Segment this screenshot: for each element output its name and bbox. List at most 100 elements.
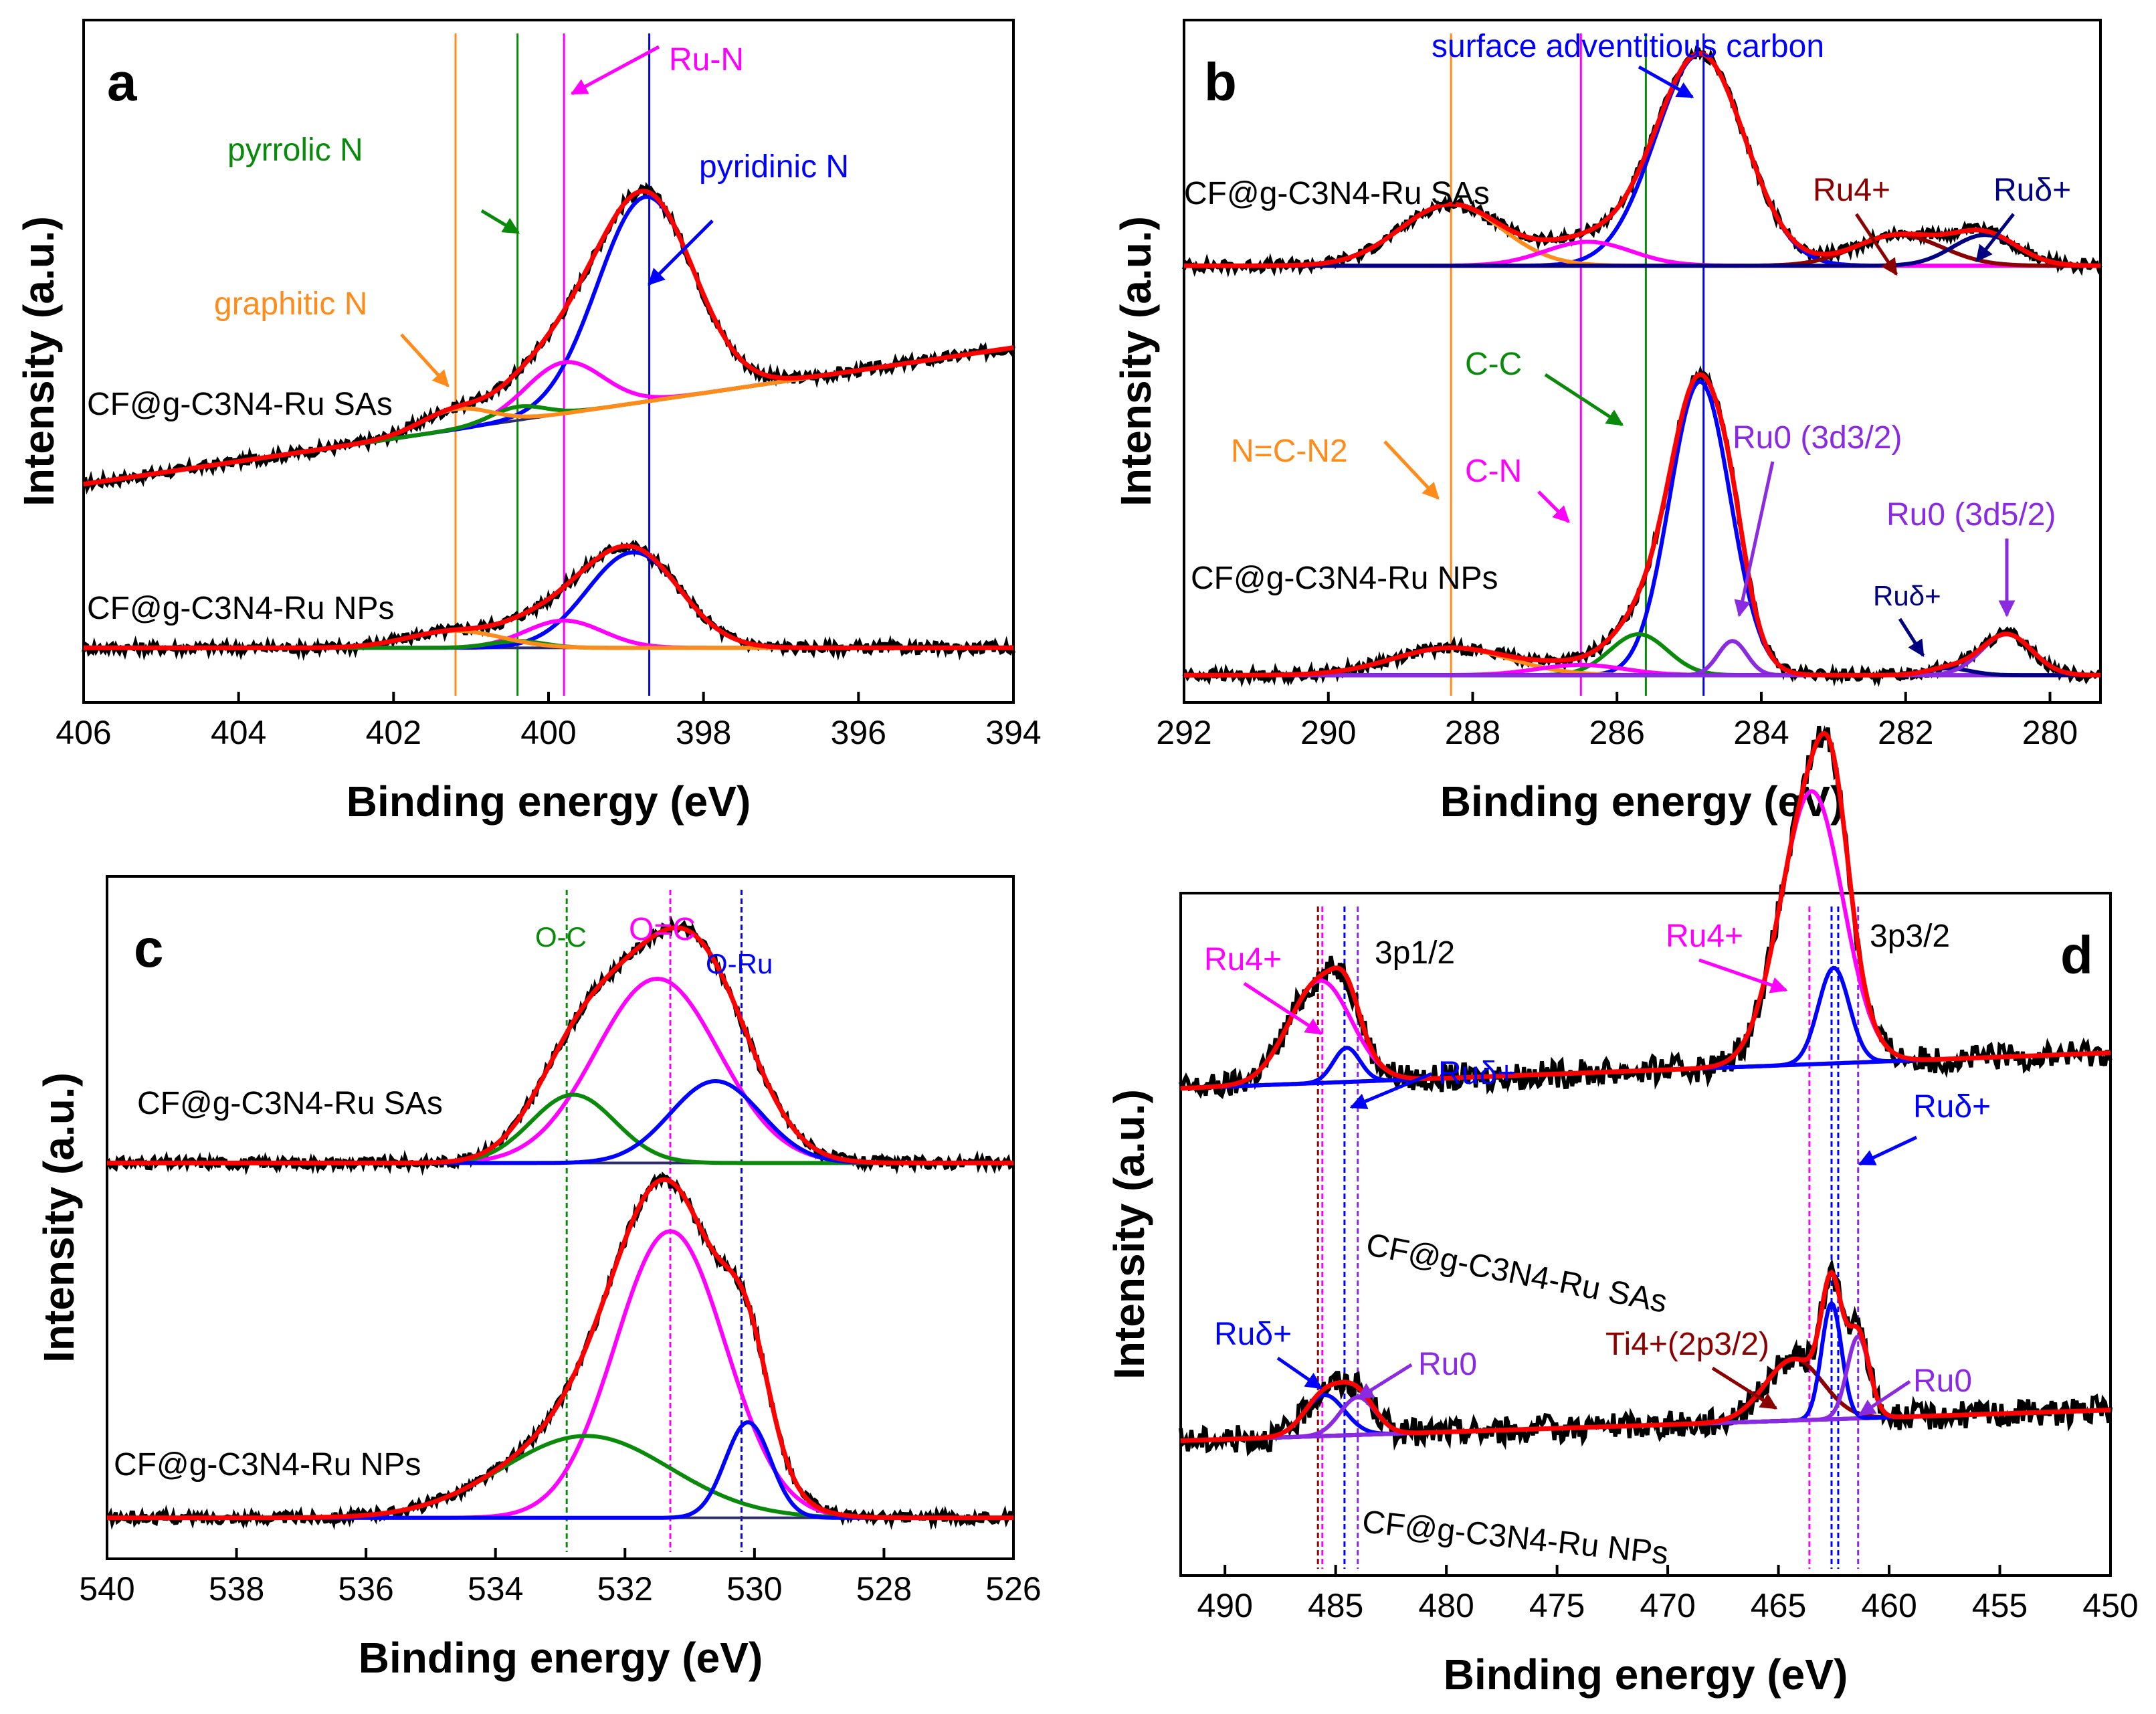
arrow-ru-n <box>570 45 660 96</box>
annotation-ru0-3d52: Ru0 (3d5/2) <box>1886 497 2056 533</box>
x-tick-label: 286 <box>1589 714 1645 751</box>
x-tick-label: 540 <box>79 1570 134 1608</box>
panel-letter: c <box>134 919 164 978</box>
arrow-ru0-a <box>1356 1363 1413 1400</box>
arrow-ru0-b <box>1858 1379 1911 1417</box>
arrow-c-c <box>1544 373 1624 427</box>
annotation-graphitic-n: graphitic N <box>214 286 367 322</box>
panel-b: 292 290 288 286 284 282 280 Binding energy (eV… <box>1112 19 2102 826</box>
annotation-ncn2: N=C-N2 <box>1231 434 1348 469</box>
x-tick-label: 534 <box>468 1570 523 1608</box>
x-axis-label: Binding energy (eV) <box>1440 777 1845 826</box>
x-tick-label: 532 <box>597 1570 653 1608</box>
x-axis-label: Binding energy (eV) <box>359 1634 763 1682</box>
fit-envelope <box>1181 1269 2111 1443</box>
fit-envelope <box>1184 372 2100 678</box>
x-tick-label: 284 <box>1733 714 1789 751</box>
arrow-ru-delta-2 <box>1898 617 1925 658</box>
annotation-surface-adventitious-carbon: surface adventitious carbon <box>1432 29 1824 64</box>
sample-label-sas: CF@g-C3N4-Ru SAs <box>1363 1227 1670 1320</box>
sample-label-sas: CF@g-C3N4-Ru SAs <box>87 387 393 422</box>
x-tick-label: 465 <box>1751 1587 1806 1624</box>
x-tick-label: 530 <box>726 1570 782 1608</box>
component-peak <box>1180 789 2111 1090</box>
x-tick-label: 536 <box>338 1570 393 1608</box>
y-axis-label: Intensity (a.u.) <box>35 1072 83 1363</box>
annotation-3p32: 3p3/2 <box>1870 919 1950 954</box>
x-tick-label: 288 <box>1445 714 1500 751</box>
x-tick-label: 490 <box>1197 1587 1252 1624</box>
panel-c: 540 538 536 534 532 530 528 526 Binding energy … <box>35 875 1042 1682</box>
annotation-ru4-a: Ru4+ <box>1204 942 1282 977</box>
plot-frame <box>1179 892 2112 1577</box>
component-peak <box>107 976 1013 1165</box>
y-axis-label: Intensity (a.u.) <box>15 216 63 506</box>
fit-envelope <box>1180 731 2111 1091</box>
x-tick-label: 480 <box>1418 1587 1474 1624</box>
x-ticks: 292 290 288 286 284 282 280 <box>1156 692 2078 751</box>
x-tick-label: 290 <box>1300 714 1356 751</box>
panel-letter: b <box>1204 52 1237 112</box>
x-tick-label: 404 <box>211 714 266 751</box>
x-tick-label: 394 <box>985 714 1041 751</box>
sample-label-nps: CF@g-C3N4-Ru NPs <box>114 1447 421 1483</box>
sample-label-nps: CF@g-C3N4-Ru NPs <box>87 591 394 626</box>
panel-letter: a <box>107 52 137 112</box>
x-ticks: 406 404 402 400 398 396 394 <box>56 692 1042 751</box>
arrow-ru-delta-a <box>1349 1072 1432 1109</box>
x-ticks: 490 485 480 475 470 465 460 455 450 <box>1197 1565 2139 1624</box>
y-axis-label: Intensity (a.u.) <box>1112 216 1160 506</box>
sample-label-nps: CF@g-C3N4-Ru NPs <box>1191 561 1498 596</box>
arrow-c-n <box>1537 490 1570 523</box>
panel-letter: d <box>2060 925 2093 985</box>
x-axis-label: Binding energy (eV) <box>347 777 751 826</box>
x-tick-label: 470 <box>1640 1587 1695 1624</box>
arrow-ru0-3d32 <box>1734 461 1775 617</box>
annotation-ru-delta-c: Ruδ+ <box>1214 1317 1292 1352</box>
annotation-ru0-b: Ru0 <box>1913 1363 1972 1399</box>
x-tick-label: 280 <box>2022 714 2078 751</box>
x-tick-label: 455 <box>1972 1587 2028 1624</box>
annotation-ru-delta-b: Ruδ+ <box>1913 1089 1991 1125</box>
annotation-ru-delta-a: Ruδ+ <box>1438 1056 1516 1091</box>
fit-envelope <box>1184 51 2100 268</box>
x-tick-label: 406 <box>56 714 111 751</box>
arrow-pyrrolic <box>480 209 520 235</box>
annotation-ru-delta-2: Ruδ+ <box>1873 580 1941 611</box>
annotation-ru0-a: Ru0 <box>1418 1347 1477 1382</box>
annotation-c-n: C-N <box>1465 454 1522 489</box>
x-ticks: 540 538 536 534 532 530 528 526 <box>79 1548 1042 1608</box>
sample-label-sas: CF@g-C3N4-Ru SAs <box>137 1086 443 1121</box>
x-tick-label: 538 <box>209 1570 264 1608</box>
x-tick-label: 485 <box>1308 1587 1363 1624</box>
arrow-pyridinic <box>648 219 714 286</box>
x-tick-label: 450 <box>2082 1587 2138 1624</box>
annotation-ru4-b: Ru4+ <box>1666 919 1743 954</box>
curves <box>105 890 1015 1552</box>
sample-label-nps: CF@g-C3N4-Ru NPs <box>1361 1504 1670 1572</box>
arrow-ru4-a <box>1243 981 1323 1036</box>
x-tick-label: 398 <box>676 714 731 751</box>
arrow-ru-delta-b <box>1858 1135 1918 1166</box>
plot-frame <box>106 875 1015 1560</box>
panel-a: 406 404 402 400 398 396 394 Binding energy (eV… <box>15 19 1042 826</box>
x-tick-label: 460 <box>1861 1587 1917 1624</box>
annotation-pyrrolic-n: pyrrolic N <box>227 132 363 168</box>
annotation-ru0-3d32: Ru0 (3d3/2) <box>1733 420 1902 456</box>
x-tick-label: 400 <box>520 714 576 751</box>
x-axis-label: Binding energy (eV) <box>1444 1650 1848 1699</box>
x-tick-label: 475 <box>1529 1587 1585 1624</box>
x-tick-label: 396 <box>831 714 886 751</box>
x-tick-label: 402 <box>366 714 421 751</box>
annotation-ru4: Ru4+ <box>1813 173 1890 208</box>
curves <box>1182 33 2102 696</box>
annotation-o-ru: O-Ru <box>706 948 773 979</box>
arrow-ru-delta-c <box>1276 1356 1323 1390</box>
fit-envelope <box>83 189 1014 487</box>
x-tick-label: 292 <box>1156 714 1211 751</box>
annotation-ti4: Ti4+(2p3/2) <box>1605 1327 1769 1362</box>
arrow-ru-delta <box>1975 213 2015 262</box>
annotation-3p12: 3p1/2 <box>1375 935 1455 971</box>
curves <box>1179 725 2113 1569</box>
raw-spectrum-sas <box>83 181 1015 495</box>
